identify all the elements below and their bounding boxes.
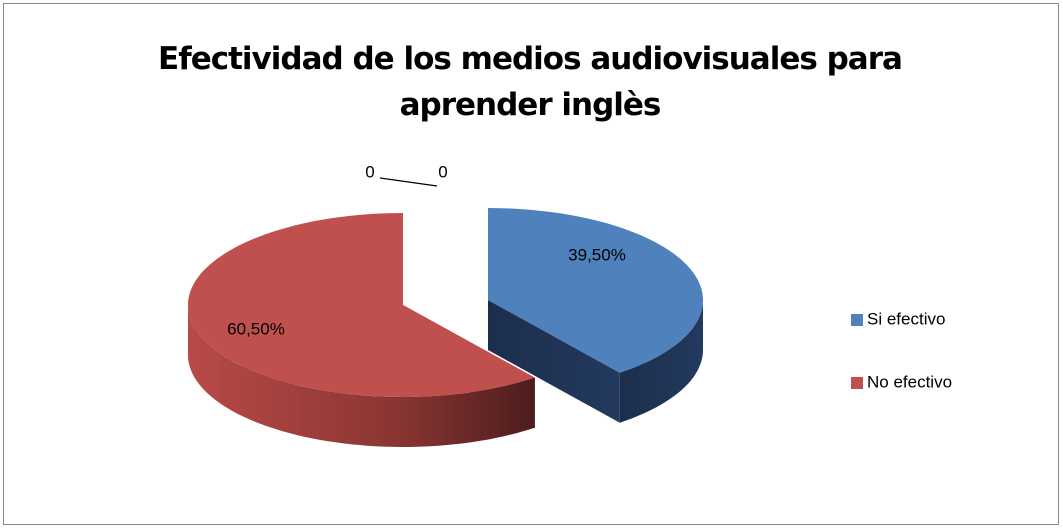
data-label: 39,50% bbox=[568, 245, 626, 264]
legend-swatch bbox=[851, 377, 863, 389]
slice-side bbox=[188, 305, 535, 447]
data-label: 0 bbox=[365, 162, 374, 181]
leader-line bbox=[379, 177, 438, 187]
legend-swatch bbox=[851, 314, 863, 326]
slice-top bbox=[488, 208, 703, 373]
legend-label: Si efectivo bbox=[867, 309, 945, 328]
chart-title: Efectividad de los medios audiovisuales … bbox=[158, 41, 903, 123]
data-label: 0 bbox=[438, 162, 447, 181]
chart-frame bbox=[3, 3, 1059, 525]
data-label: 60,50% bbox=[227, 319, 285, 338]
slice-side bbox=[619, 300, 703, 423]
legend-label: No efectivo bbox=[867, 372, 952, 391]
slice-wall bbox=[488, 300, 620, 423]
slice-top bbox=[188, 213, 535, 397]
